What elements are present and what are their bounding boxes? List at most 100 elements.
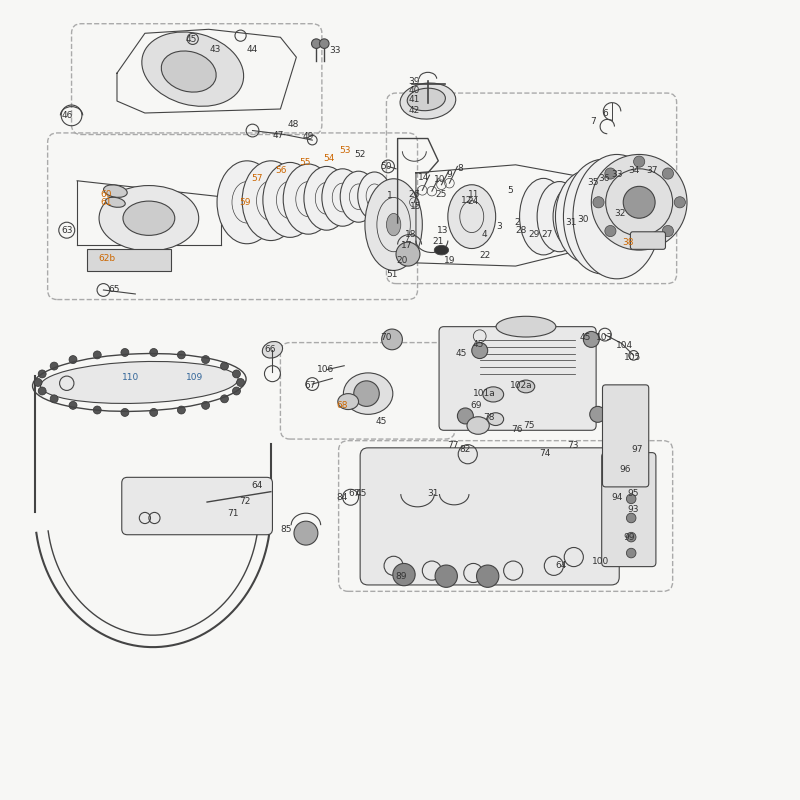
Circle shape — [38, 387, 46, 395]
Text: 65: 65 — [109, 286, 120, 294]
Text: 43: 43 — [210, 45, 221, 54]
Text: 37: 37 — [646, 166, 658, 175]
Circle shape — [477, 565, 499, 587]
Circle shape — [150, 349, 158, 357]
Text: 13: 13 — [437, 226, 448, 234]
Circle shape — [202, 402, 210, 410]
Text: 99: 99 — [623, 533, 634, 542]
Text: 4: 4 — [482, 230, 487, 238]
Text: 78: 78 — [483, 413, 495, 422]
Circle shape — [69, 355, 77, 363]
Text: 110: 110 — [122, 373, 139, 382]
Circle shape — [605, 168, 616, 179]
Circle shape — [150, 409, 158, 417]
Text: 45: 45 — [579, 334, 590, 342]
Text: 105: 105 — [624, 354, 642, 362]
Text: 74: 74 — [539, 449, 550, 458]
Text: 14: 14 — [418, 173, 430, 182]
Text: 51: 51 — [386, 270, 398, 278]
Ellipse shape — [340, 171, 377, 222]
Ellipse shape — [537, 182, 582, 252]
Ellipse shape — [343, 373, 393, 414]
Circle shape — [662, 226, 674, 237]
Text: 25: 25 — [436, 190, 447, 199]
Text: 85: 85 — [280, 525, 292, 534]
Ellipse shape — [103, 185, 127, 198]
Ellipse shape — [262, 342, 282, 358]
Text: 67: 67 — [304, 381, 316, 390]
Text: 8: 8 — [457, 164, 462, 174]
Ellipse shape — [488, 413, 504, 426]
Ellipse shape — [283, 164, 334, 234]
Text: 6: 6 — [603, 109, 609, 118]
Text: 106: 106 — [318, 366, 334, 374]
Circle shape — [605, 226, 616, 237]
Ellipse shape — [162, 51, 216, 92]
Text: 55: 55 — [299, 158, 311, 167]
FancyBboxPatch shape — [602, 385, 649, 487]
Ellipse shape — [386, 214, 401, 236]
Text: 54: 54 — [323, 154, 334, 163]
Circle shape — [94, 351, 102, 359]
Text: 15: 15 — [410, 202, 422, 210]
Ellipse shape — [517, 380, 534, 393]
Circle shape — [233, 370, 241, 378]
Text: 82: 82 — [460, 445, 471, 454]
Circle shape — [354, 381, 379, 406]
Text: 100: 100 — [592, 557, 610, 566]
Circle shape — [382, 329, 402, 350]
Text: 97: 97 — [631, 445, 642, 454]
Circle shape — [319, 39, 329, 49]
Text: 45: 45 — [473, 340, 484, 349]
Ellipse shape — [217, 161, 277, 244]
Text: 66: 66 — [264, 346, 276, 354]
Circle shape — [34, 378, 42, 386]
Text: 10: 10 — [434, 174, 446, 184]
FancyBboxPatch shape — [630, 232, 666, 250]
Text: 63: 63 — [61, 226, 73, 234]
Circle shape — [593, 197, 604, 208]
Text: 93: 93 — [627, 505, 638, 514]
Text: 89: 89 — [396, 573, 407, 582]
Circle shape — [178, 351, 186, 359]
Text: 75: 75 — [523, 421, 535, 430]
Circle shape — [591, 154, 687, 250]
Ellipse shape — [106, 198, 126, 207]
Text: 36: 36 — [598, 174, 610, 183]
Circle shape — [634, 156, 645, 167]
Text: 95: 95 — [627, 489, 638, 498]
Text: 103: 103 — [596, 334, 614, 342]
Text: 26: 26 — [409, 190, 420, 199]
Ellipse shape — [407, 88, 446, 110]
Text: 17: 17 — [401, 241, 412, 250]
Text: 84: 84 — [336, 493, 347, 502]
Ellipse shape — [338, 394, 358, 410]
Ellipse shape — [99, 186, 198, 251]
Ellipse shape — [142, 32, 244, 106]
Circle shape — [626, 475, 636, 485]
Text: 50: 50 — [380, 162, 391, 171]
Ellipse shape — [467, 417, 490, 434]
Text: 61: 61 — [101, 198, 112, 206]
Circle shape — [626, 548, 636, 558]
Text: 30: 30 — [578, 214, 589, 223]
Text: 94: 94 — [611, 493, 622, 502]
Text: 7: 7 — [590, 118, 596, 126]
Circle shape — [626, 532, 636, 542]
Text: 102a: 102a — [510, 381, 533, 390]
FancyBboxPatch shape — [122, 478, 273, 534]
Text: 33: 33 — [611, 170, 622, 179]
Text: 40: 40 — [409, 86, 420, 95]
Text: 77: 77 — [448, 441, 459, 450]
Ellipse shape — [573, 154, 661, 279]
Ellipse shape — [365, 178, 422, 270]
Text: 56: 56 — [275, 166, 287, 175]
Text: 68: 68 — [336, 401, 347, 410]
Text: 47: 47 — [272, 131, 284, 140]
Text: 31: 31 — [428, 489, 439, 498]
Text: 31: 31 — [565, 218, 576, 226]
Text: 53: 53 — [339, 146, 350, 155]
Circle shape — [674, 197, 686, 208]
Text: 41: 41 — [409, 95, 420, 104]
Text: 57: 57 — [251, 174, 263, 183]
